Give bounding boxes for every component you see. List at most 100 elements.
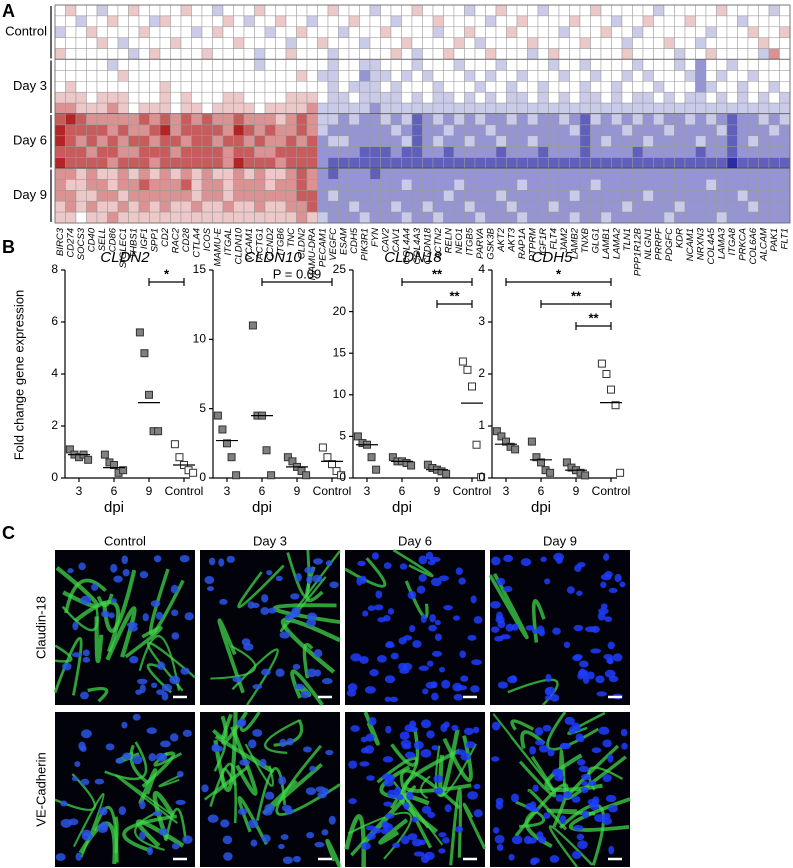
heatmap-cell: [579, 190, 591, 202]
heatmap-cell: [306, 124, 318, 137]
heatmap-cell: [621, 146, 633, 158]
row-group-label: Day 6: [13, 133, 47, 148]
nucleus: [211, 743, 220, 753]
nucleus: [362, 610, 369, 617]
heatmap-cell: [422, 102, 434, 115]
heatmap-cell: [369, 48, 381, 60]
heatmap-cell: [611, 179, 623, 191]
heatmap-cell: [443, 124, 455, 137]
heatmap-cell: [527, 15, 539, 28]
heatmap-cell: [233, 190, 245, 202]
heatmap-cell: [138, 179, 150, 191]
heatmap-cell: [464, 37, 476, 49]
y-tick-label: 0: [478, 470, 485, 484]
x-axis-label: dpi: [531, 499, 551, 516]
heatmap-cell: [401, 59, 413, 71]
heatmap-cell: [663, 102, 675, 115]
heatmap-cell: [54, 102, 66, 115]
nucleus: [264, 791, 275, 800]
heatmap-cell: [632, 70, 644, 82]
heatmap-cell: [642, 124, 654, 137]
heatmap-cell: [537, 91, 549, 104]
row-group-label: Day 3: [13, 78, 47, 93]
nucleus: [62, 662, 72, 671]
heatmap-cell: [338, 15, 350, 28]
heatmap-cell: [212, 48, 224, 60]
nucleus: [416, 585, 426, 594]
membrane-stain: [275, 744, 341, 816]
nucleus: [496, 844, 504, 852]
data-point: [145, 390, 153, 399]
membrane-stain: [61, 605, 99, 632]
heatmap-cell: [422, 168, 434, 180]
heatmap-cell: [390, 102, 402, 115]
heatmap-cell: [107, 190, 119, 202]
heatmap-cell: [243, 124, 255, 137]
heatmap-cell: [453, 190, 465, 202]
heatmap-cell: [296, 179, 308, 191]
heatmap-cell: [86, 157, 98, 169]
heatmap-cell: [726, 124, 738, 137]
heatmap-cell: [695, 70, 707, 82]
nucleus: [543, 812, 551, 819]
heatmap-cell: [768, 124, 780, 137]
y-tick-label: 0: [51, 470, 58, 484]
heatmap-cell: [233, 91, 245, 104]
gene-label: PIK3R1: [359, 228, 370, 261]
x-tick-label: 6: [538, 484, 545, 498]
heatmap-cell: [117, 59, 129, 71]
nucleus: [170, 584, 179, 594]
heatmap-cell: [222, 113, 234, 126]
heatmap-cell: [138, 37, 150, 49]
heatmap-cell: [96, 81, 108, 93]
nucleus: [222, 835, 233, 845]
heatmap-cell: [779, 200, 791, 213]
data-point: [318, 443, 327, 452]
heatmap-cell: [369, 102, 381, 115]
nucleus: [442, 837, 450, 844]
heatmap-cell: [338, 135, 350, 147]
heatmap-cell: [621, 211, 633, 224]
nucleus: [571, 850, 582, 860]
heatmap-cell: [695, 211, 707, 224]
nucleus: [580, 786, 589, 794]
heatmap-cell: [663, 59, 675, 71]
nucleus: [503, 554, 514, 563]
heatmap-cell: [768, 70, 780, 82]
nucleus: [387, 608, 395, 615]
heatmap-cell: [747, 15, 759, 28]
heatmap-cell: [75, 190, 87, 202]
heatmap-cell: [737, 102, 749, 115]
heatmap-cell: [296, 211, 308, 224]
nucleus: [571, 796, 581, 803]
y-tick-label: 15: [333, 345, 347, 359]
data-point: [323, 453, 332, 462]
heatmap-cell: [485, 26, 497, 38]
heatmap-cell: [495, 179, 507, 191]
heatmap-cell: [390, 26, 402, 38]
nucleus: [597, 611, 606, 621]
nucleus: [361, 842, 371, 850]
heatmap-cell: [684, 59, 696, 71]
heatmap-cell: [170, 102, 182, 115]
heatmap-cell: [705, 146, 717, 158]
heatmap-cell: [611, 190, 623, 202]
nucleus: [600, 603, 608, 610]
heatmap-cell: [222, 37, 234, 49]
heatmap-cell: [75, 48, 87, 60]
nucleus: [505, 623, 514, 632]
heatmap-cell: [527, 102, 539, 115]
heatmap-cell: [212, 81, 224, 93]
heatmap-cell: [380, 48, 392, 60]
heatmap-cell: [684, 102, 696, 115]
heatmap-cell: [695, 179, 707, 191]
heatmap-cell: [758, 135, 770, 147]
heatmap-cell: [359, 59, 371, 71]
heatmap-cell: [327, 200, 339, 213]
membrane-stain: [94, 616, 104, 663]
heatmap-cell: [726, 15, 738, 28]
heatmap-cell: [674, 179, 686, 191]
heatmap-cell: [369, 124, 381, 137]
heatmap-cell: [684, 190, 696, 202]
heatmap-cell: [684, 91, 696, 104]
